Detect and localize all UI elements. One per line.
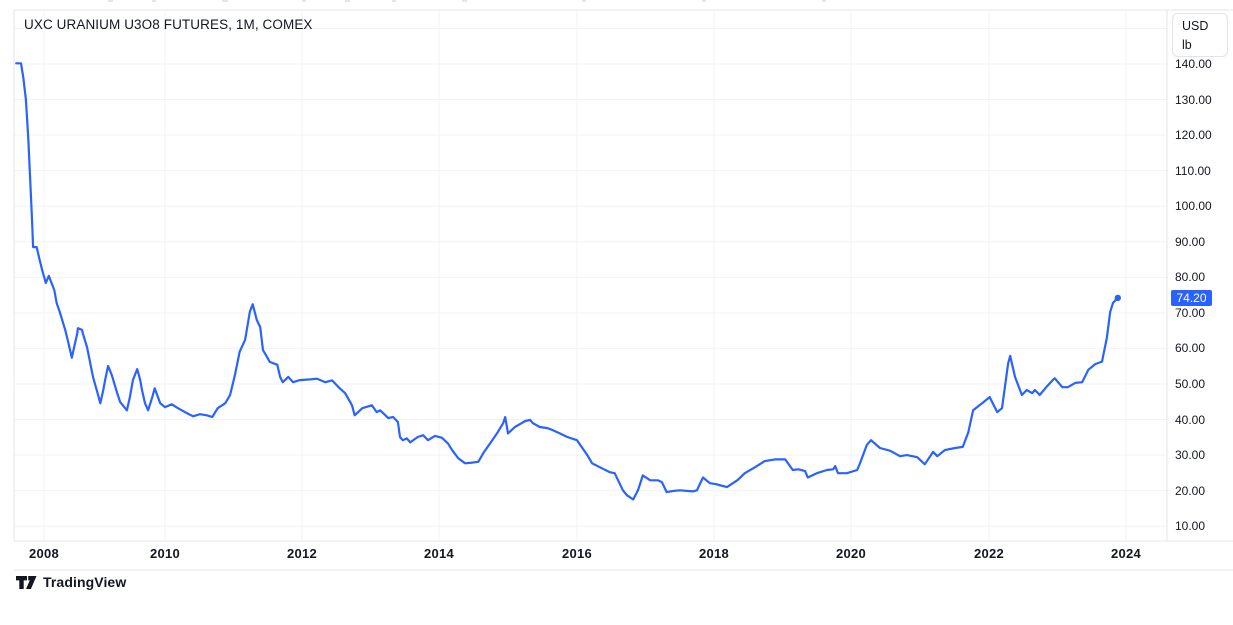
time-axis-label: 2014 — [423, 546, 455, 561]
price-axis-label: 100.00 — [1175, 199, 1212, 214]
price-line-series — [15, 62, 1119, 501]
unit-currency-label: USD — [1182, 19, 1209, 33]
tradingview-logo-text: TradingView — [43, 574, 127, 590]
time-axis-label: 2024 — [1110, 546, 1142, 561]
price-axis-label: 50.00 — [1175, 376, 1206, 391]
chart-borders — [13, 9, 1233, 571]
time-axis-label: 2022 — [973, 546, 1005, 561]
price-axis-label: 130.00 — [1175, 92, 1212, 107]
symbol-title[interactable]: UXC URANIUM U3O8 FUTURES, 1M, COMEX — [24, 17, 313, 32]
last-price-badge: 74.20 — [1171, 289, 1212, 306]
price-axis-label: 30.00 — [1175, 448, 1206, 463]
price-axis-label: 70.00 — [1175, 305, 1206, 320]
time-axis-label: 2016 — [561, 546, 593, 561]
time-axis-label: 2010 — [149, 546, 181, 561]
time-axis-label: 2008 — [28, 546, 60, 561]
tradingview-logo[interactable]: TradingView — [16, 574, 126, 590]
price-axis-label: 140.00 — [1175, 57, 1212, 71]
price-axis-label: 60.00 — [1175, 341, 1206, 356]
gridlines — [14, 10, 1167, 541]
unit-measure-label: lb — [1182, 38, 1192, 52]
price-axis-label: 20.00 — [1175, 483, 1206, 498]
price-axis-label: 120.00 — [1175, 128, 1212, 143]
price-axis-unit-box: USD lb — [1172, 13, 1228, 57]
price-axis-label: 10.00 — [1175, 519, 1206, 534]
price-axis-label: 110.00 — [1175, 163, 1211, 178]
time-axis-label: 2020 — [835, 546, 867, 561]
time-axis-label: 2012 — [286, 546, 318, 561]
time-axis-label: 2018 — [698, 546, 730, 561]
last-price-marker — [1114, 294, 1122, 302]
price-axis-label: 80.00 — [1175, 270, 1206, 285]
tradingview-logo-icon — [16, 575, 37, 589]
price-axis-label: 40.00 — [1175, 412, 1206, 427]
price-axis-label: 90.00 — [1175, 234, 1206, 249]
